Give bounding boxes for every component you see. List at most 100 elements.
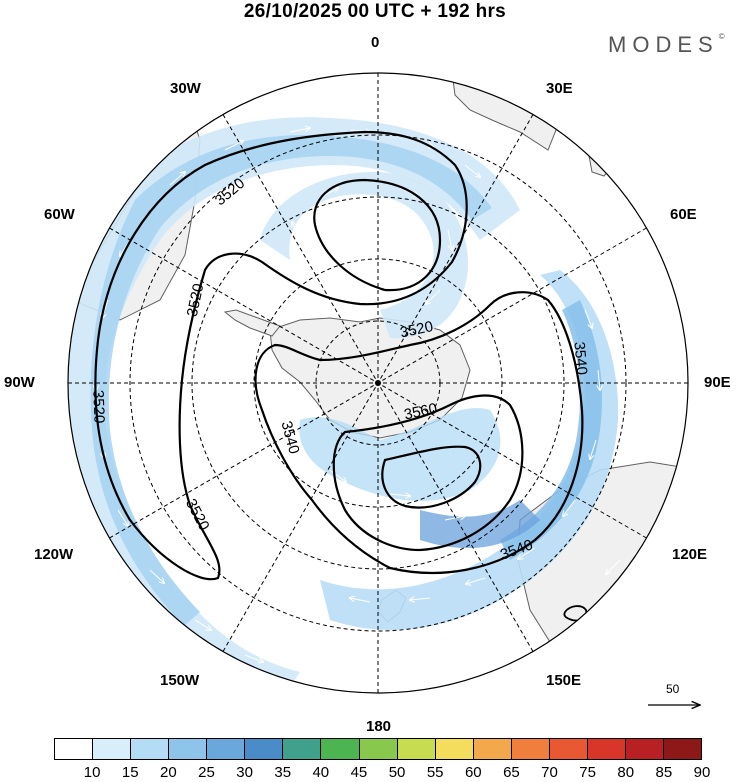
lon-label-150w: 150W <box>160 672 200 689</box>
wind-vector <box>224 141 243 151</box>
lon-label-120e: 120E <box>672 546 708 563</box>
colorbar-cell <box>245 739 284 759</box>
wind-vector <box>117 509 128 526</box>
latitude-circle-3 <box>191 196 565 570</box>
colorbar-cell <box>321 739 360 759</box>
jet-south-core <box>420 500 540 549</box>
contour-label: 3540 <box>277 419 302 456</box>
contour-labels: 3520 3520 3520 3520 3520 3540 3540 3540 … <box>89 175 590 564</box>
wind-vector <box>289 128 310 133</box>
contour-label: 3520 <box>184 282 208 318</box>
wind-vector <box>194 619 211 630</box>
colorbar-cell <box>207 739 246 759</box>
wind-vector <box>292 222 301 241</box>
latitude-circle-4 <box>129 134 627 632</box>
wind-vector <box>426 289 441 304</box>
colorbar-tick-label: 70 <box>541 764 558 781</box>
jet-outer-band-core <box>90 134 493 626</box>
jet-east-band <box>320 270 619 630</box>
colorbar-cell <box>359 739 398 759</box>
colorbar-tick-label: 35 <box>274 764 292 781</box>
wind-blob-north <box>260 171 469 339</box>
colorbar-cell <box>511 739 550 759</box>
land-antarctic-peninsula <box>223 309 281 337</box>
wind-vector <box>389 494 410 496</box>
contour-label: 3520 <box>89 390 107 424</box>
contour-label: 3540 <box>570 341 590 376</box>
lon-label-120w: 120W <box>34 546 74 563</box>
wind-speed-colorbar <box>54 738 702 760</box>
colorbar-cell <box>283 739 322 759</box>
map-boundary <box>67 72 689 694</box>
wind-vector <box>518 547 536 559</box>
colorbar-tick-label: 45 <box>350 764 368 781</box>
contour-3540-big <box>254 291 584 574</box>
lon-label-60e: 60E <box>670 206 697 223</box>
lon-label-60w: 60W <box>44 206 75 223</box>
land-africa <box>451 73 561 151</box>
lon-label-180: 180 <box>366 718 392 735</box>
colorbar-cell <box>131 739 170 759</box>
wind-vector <box>329 469 346 482</box>
jet-east-band-core <box>500 300 602 560</box>
colorbar-tick-label: 10 <box>83 764 101 781</box>
vector-scale-label: 50 <box>666 682 680 696</box>
wind-vector <box>606 559 621 574</box>
wind-vector <box>350 598 371 603</box>
colorbar-tick-label: 75 <box>579 764 596 781</box>
colorbar-cell <box>625 739 664 759</box>
contour-3560 <box>332 394 524 552</box>
height-contours <box>94 130 588 622</box>
contour-label: 3520 <box>399 318 435 342</box>
contour-3520-north <box>313 178 442 292</box>
lon-label-150e: 150E <box>546 672 582 689</box>
contour-3520-outer <box>94 130 468 581</box>
lon-label-90e: 90E <box>704 374 731 391</box>
colorbar-tick-label: 85 <box>655 764 673 781</box>
wind-vector <box>466 577 486 584</box>
wind-vector <box>598 369 600 390</box>
colorbar-tick-label: 60 <box>464 764 482 781</box>
colorbar-cell <box>549 739 588 759</box>
wind-vector <box>194 329 201 348</box>
colorbar-cell <box>169 739 208 759</box>
wind-vector <box>539 249 553 265</box>
lon-label-0: 0 <box>371 34 380 51</box>
colorbar-tick-label: 65 <box>503 764 520 781</box>
map-title: 26/10/2025 00 UTC + 192 hrs <box>243 1 507 22</box>
brand-name: MODES <box>608 32 719 57</box>
colorbar-tick-label: 40 <box>312 764 330 781</box>
wind-vector <box>149 569 164 583</box>
lon-label-30e: 30E <box>546 80 573 97</box>
wind-vector <box>444 516 465 521</box>
wind-vector <box>590 439 597 459</box>
contour-3540-inner <box>381 445 482 509</box>
brand-mark: © <box>718 32 725 41</box>
wind-vector <box>563 499 576 516</box>
contour-label: 3520 <box>182 496 213 533</box>
lon-label-30w: 30W <box>170 80 201 97</box>
colorbar-cell <box>55 739 94 759</box>
wind-vector <box>169 172 185 186</box>
colorbar-tick-label: 30 <box>236 764 253 781</box>
wind-vector <box>410 598 431 600</box>
wind-vector <box>244 654 263 662</box>
colorbar-tick-label: 80 <box>617 764 635 781</box>
colorbar-cell <box>397 739 436 759</box>
colorbar-cell <box>473 739 512 759</box>
wind-vector <box>584 309 592 328</box>
colorbar-cell <box>664 739 702 759</box>
colorbar-tick-label: 25 <box>198 764 215 781</box>
land-antarctica <box>269 317 471 439</box>
colorbar-tick-label: 55 <box>426 764 444 781</box>
colorbar-tick-label: 15 <box>121 764 139 781</box>
colorbar-cell <box>93 739 132 759</box>
contour-label: 3560 <box>403 400 439 424</box>
south-pole-dot <box>375 380 381 386</box>
wind-vector <box>464 164 480 177</box>
colorbar-cell <box>435 739 474 759</box>
land-madagascar <box>587 143 617 177</box>
colorbar-tick-label: 50 <box>388 764 406 781</box>
brand-logo: MODES© <box>608 32 725 58</box>
